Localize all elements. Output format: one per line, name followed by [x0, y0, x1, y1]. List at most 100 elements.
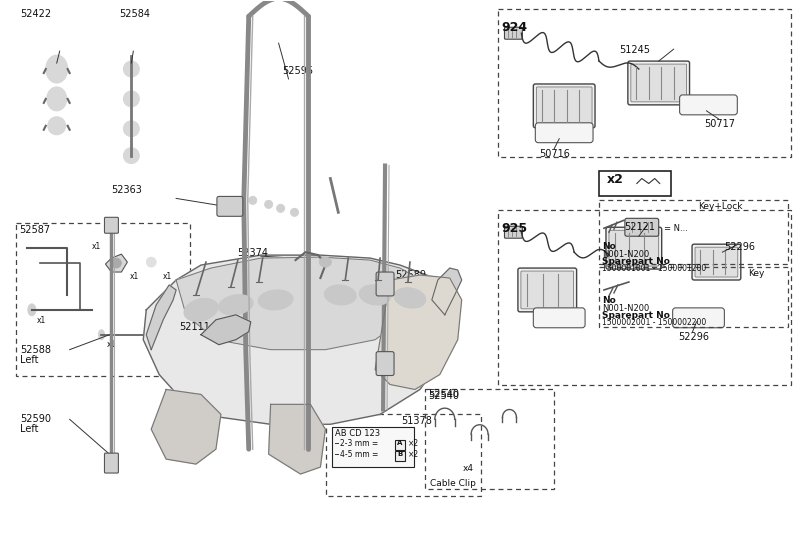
FancyBboxPatch shape: [505, 226, 522, 238]
Text: 52584: 52584: [119, 10, 150, 20]
Text: ×2: ×2: [408, 439, 419, 448]
Text: N001-N200: N001-N200: [602, 250, 650, 259]
Text: 925: 925: [502, 222, 528, 235]
Text: 52591: 52591: [400, 352, 431, 362]
Ellipse shape: [123, 148, 139, 164]
FancyBboxPatch shape: [105, 453, 118, 473]
Text: 52589: 52589: [395, 270, 426, 280]
FancyBboxPatch shape: [534, 84, 595, 128]
FancyBboxPatch shape: [376, 272, 394, 296]
Ellipse shape: [394, 288, 426, 308]
Bar: [599, 171, 670, 197]
Text: 52363: 52363: [111, 185, 142, 195]
Text: B: B: [397, 451, 402, 457]
Text: 4-5 mm =: 4-5 mm =: [340, 450, 378, 459]
Text: 50717: 50717: [705, 119, 735, 129]
Text: 52540: 52540: [428, 391, 459, 402]
Bar: [395, 440, 405, 450]
Text: 52111: 52111: [179, 322, 210, 332]
Text: 924: 924: [502, 21, 528, 34]
Text: 51245: 51245: [619, 45, 650, 55]
FancyBboxPatch shape: [521, 271, 574, 309]
FancyBboxPatch shape: [631, 64, 686, 102]
Text: 52590: 52590: [20, 414, 51, 424]
Ellipse shape: [277, 204, 285, 212]
Circle shape: [111, 258, 122, 268]
Ellipse shape: [123, 91, 139, 107]
Text: Left: Left: [20, 424, 38, 435]
FancyBboxPatch shape: [535, 123, 593, 143]
Polygon shape: [176, 257, 430, 349]
Text: x1: x1: [37, 316, 46, 325]
Text: 52296: 52296: [724, 242, 755, 252]
Text: x1: x1: [91, 242, 101, 251]
FancyBboxPatch shape: [680, 95, 738, 115]
Text: Left: Left: [20, 354, 38, 365]
Bar: [599, 200, 788, 264]
Text: x2: x2: [607, 172, 624, 185]
FancyBboxPatch shape: [534, 308, 585, 328]
FancyBboxPatch shape: [105, 217, 118, 233]
Ellipse shape: [258, 290, 293, 310]
Ellipse shape: [46, 55, 68, 83]
FancyBboxPatch shape: [217, 197, 242, 216]
FancyBboxPatch shape: [695, 247, 738, 277]
Text: = N...: = N...: [664, 224, 687, 233]
FancyBboxPatch shape: [518, 268, 577, 312]
Text: A: A: [397, 440, 402, 446]
Text: 52422: 52422: [20, 10, 51, 20]
Ellipse shape: [290, 208, 298, 216]
Ellipse shape: [98, 330, 105, 340]
Bar: [498, 10, 791, 157]
FancyBboxPatch shape: [376, 352, 394, 376]
Polygon shape: [269, 404, 326, 474]
Bar: [332, 427, 414, 467]
Text: 52374: 52374: [237, 248, 268, 258]
Bar: [498, 211, 791, 385]
Text: 52540: 52540: [428, 389, 459, 399]
Text: N001-N200: N001-N200: [602, 304, 650, 313]
Ellipse shape: [325, 285, 356, 305]
Polygon shape: [432, 268, 462, 315]
Text: 52587: 52587: [19, 225, 50, 235]
Ellipse shape: [218, 295, 253, 315]
Bar: [326, 414, 481, 496]
Ellipse shape: [249, 197, 257, 204]
Ellipse shape: [265, 200, 273, 208]
Text: Key+Lock: Key+Lock: [698, 202, 743, 211]
FancyBboxPatch shape: [673, 308, 724, 328]
FancyBboxPatch shape: [692, 244, 741, 280]
Polygon shape: [143, 255, 460, 424]
Text: x1: x1: [163, 272, 173, 281]
Ellipse shape: [184, 298, 218, 321]
Text: No: No: [602, 242, 616, 251]
Text: Sparepart No: Sparepart No: [602, 311, 670, 320]
Text: 52296: 52296: [678, 332, 710, 342]
Bar: [16, 223, 190, 376]
Text: 52588: 52588: [20, 344, 51, 354]
Ellipse shape: [28, 304, 36, 316]
Ellipse shape: [123, 121, 139, 137]
Text: 51378: 51378: [401, 416, 432, 426]
Polygon shape: [146, 285, 176, 349]
Bar: [395, 451, 405, 461]
FancyBboxPatch shape: [606, 227, 662, 269]
Ellipse shape: [359, 285, 391, 305]
Text: No: No: [602, 296, 616, 305]
Text: 2-3 mm =: 2-3 mm =: [340, 439, 378, 448]
Text: x1: x1: [130, 272, 138, 281]
Text: Cable Clip: Cable Clip: [430, 479, 476, 488]
Circle shape: [146, 257, 156, 267]
Bar: [599, 267, 788, 327]
Polygon shape: [106, 254, 127, 272]
Ellipse shape: [48, 117, 66, 135]
Text: 1500001001 - 1500001200: 1500001001 - 1500001200: [602, 264, 706, 273]
Text: 52595: 52595: [282, 66, 314, 76]
FancyBboxPatch shape: [505, 27, 522, 39]
Bar: [425, 389, 554, 489]
Text: Right: Right: [395, 280, 421, 290]
Ellipse shape: [319, 257, 331, 267]
Text: 50716: 50716: [539, 148, 570, 158]
FancyBboxPatch shape: [625, 218, 658, 236]
Polygon shape: [201, 315, 250, 344]
